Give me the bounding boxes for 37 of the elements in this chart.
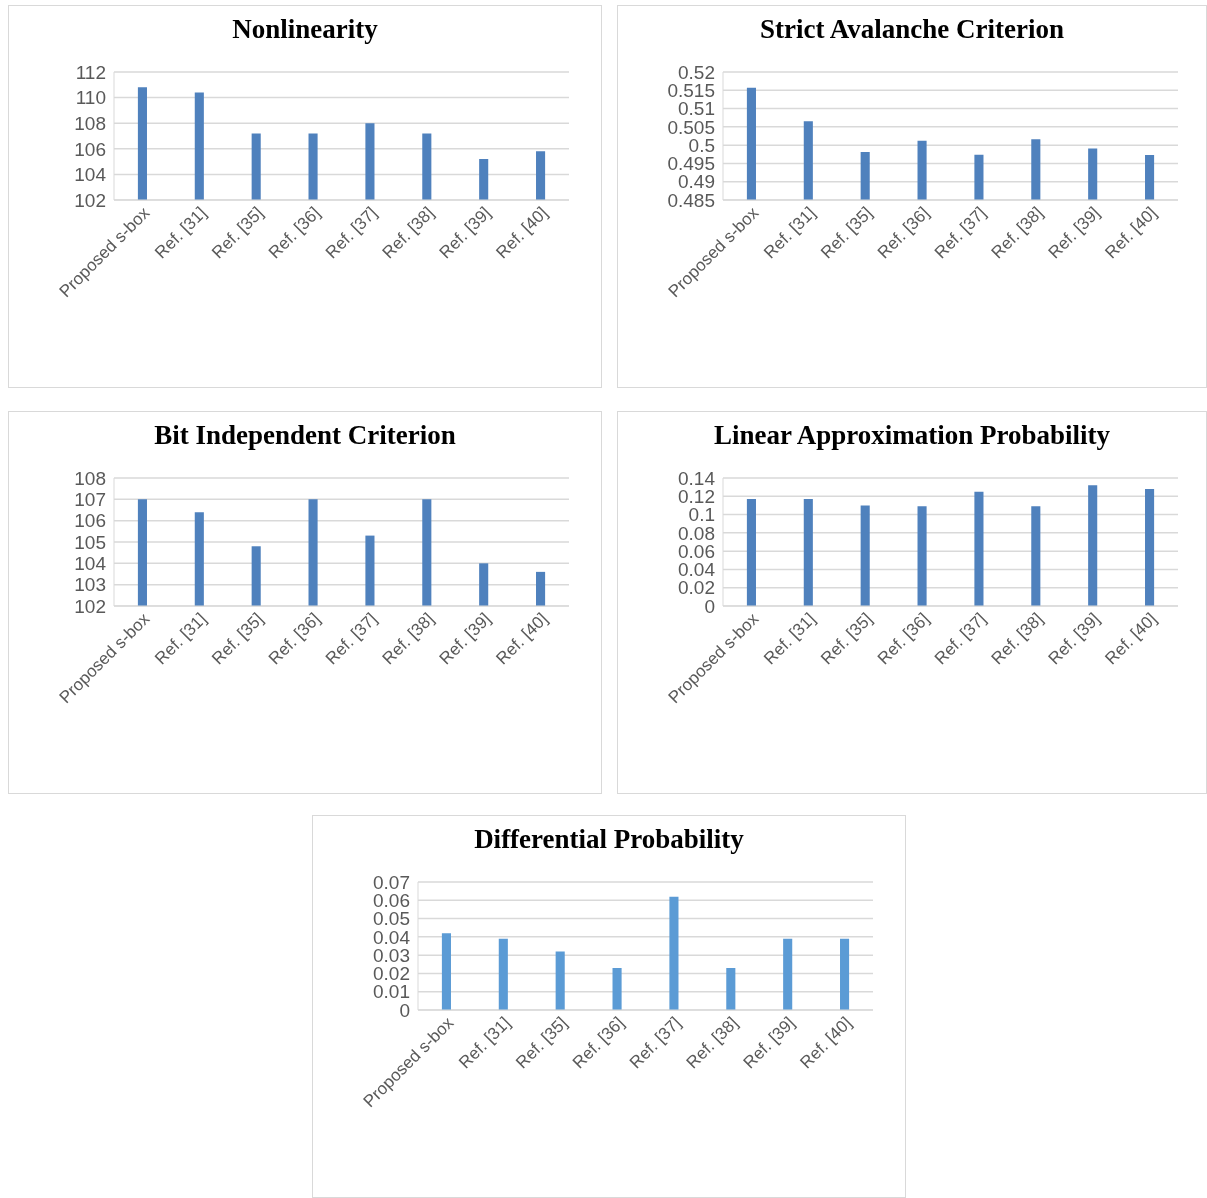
y-tick-label: 104 [74,553,107,575]
bar [669,896,679,1010]
y-tick-label: 102 [74,189,106,211]
y-tick-label: 0.07 [373,871,410,893]
bar [555,951,565,1010]
bar [612,967,622,1010]
y-tick-label: 108 [74,112,106,134]
y-tick-label: 104 [74,164,107,186]
y-tick-label: 0.52 [678,61,715,83]
y-tick-label: 112 [75,61,106,83]
y-tick-label: 106 [74,510,106,532]
bar [783,938,793,1010]
bar [840,938,850,1010]
chart-title: Strict Avalanche Criterion [760,14,1064,44]
chart-title: Differential Probability [474,824,744,854]
bar [1088,485,1098,606]
bar [803,499,813,606]
bar [1145,488,1155,606]
bar [441,933,451,1010]
bar [1031,506,1041,606]
y-tick-label: 110 [75,87,106,109]
bar [917,506,927,606]
chart-title: Nonlinearity [232,14,378,44]
y-tick-label: 105 [74,531,106,553]
bar [860,505,870,606]
bar [974,491,984,606]
y-tick-label: 107 [74,489,106,511]
chart-title: Bit Independent Criterion [154,420,456,450]
y-tick-label: 0.14 [678,467,716,489]
y-tick-label: 103 [74,574,106,596]
y-tick-label: 102 [74,595,106,617]
bar [726,967,736,1010]
bar [498,938,508,1010]
bar [746,499,756,606]
y-tick-label: 108 [74,467,106,489]
y-tick-label: 106 [74,138,106,160]
chart-title: Linear Approximation Probability [713,420,1111,450]
